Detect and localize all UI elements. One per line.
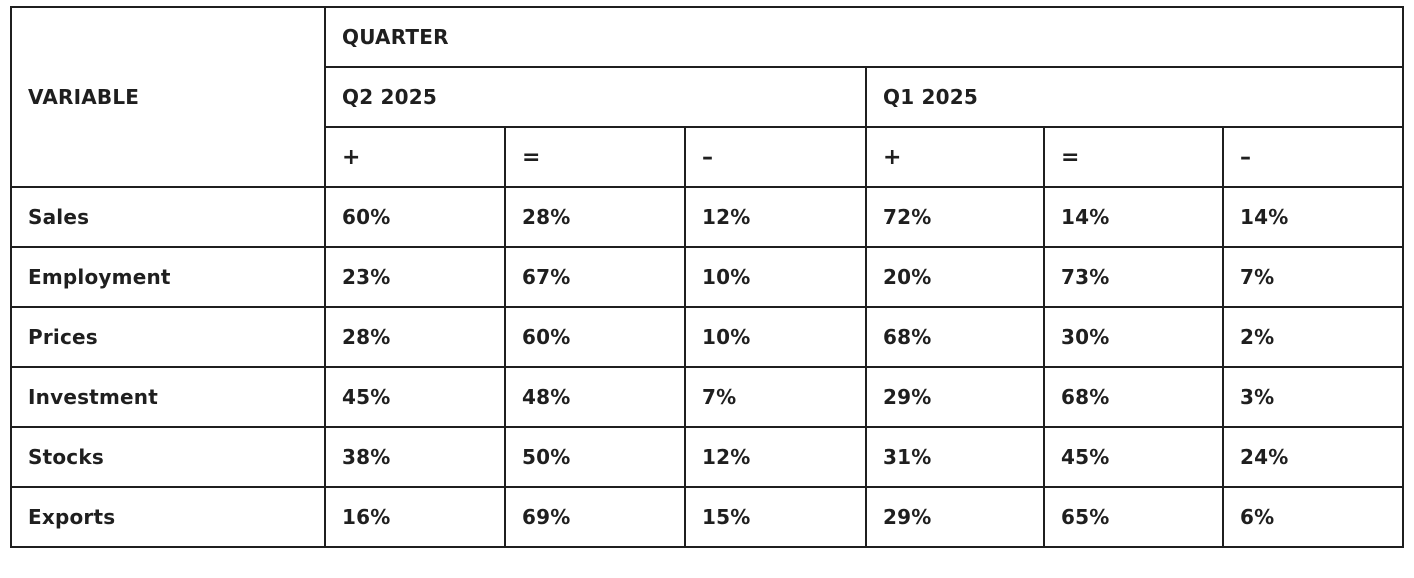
table-cell: 65% bbox=[1043, 486, 1224, 548]
quarterly-survey-table: VARIABLE QUARTER Q2 2025 Q1 2025 + = – +… bbox=[10, 6, 1405, 548]
table-cell: 73% bbox=[1043, 246, 1224, 308]
table-cell: 3% bbox=[1221, 366, 1405, 428]
table-row: Investment 45% 48% 7% 29% 68% 3% bbox=[10, 366, 1405, 428]
variable-header: VARIABLE bbox=[10, 6, 326, 188]
table-cell: 6% bbox=[1221, 486, 1405, 548]
subcol-decrease-q2: – bbox=[684, 126, 867, 188]
table-cell: 29% bbox=[865, 366, 1045, 428]
table-row: Exports 16% 69% 15% 29% 65% 6% bbox=[10, 486, 1405, 548]
table-cell: 14% bbox=[1043, 186, 1224, 248]
period-header-q1-2025: Q1 2025 bbox=[864, 66, 1405, 128]
table-row: Employment 23% 67% 10% 20% 73% 7% bbox=[10, 246, 1405, 308]
table-cell: 48% bbox=[504, 366, 686, 428]
table-cell: 29% bbox=[865, 486, 1045, 548]
table-cell: 12% bbox=[684, 186, 867, 248]
subcol-decrease-q1: – bbox=[1221, 126, 1405, 188]
table-cell: 68% bbox=[1043, 366, 1224, 428]
table-cell: 69% bbox=[504, 486, 686, 548]
table-cell: 68% bbox=[865, 306, 1045, 368]
table-cell: 72% bbox=[865, 186, 1045, 248]
table-cell: 31% bbox=[865, 426, 1045, 488]
row-label-employment: Employment bbox=[10, 246, 326, 308]
table-cell: 60% bbox=[324, 186, 506, 248]
table-cell: 12% bbox=[684, 426, 867, 488]
table-cell: 45% bbox=[324, 366, 506, 428]
table-cell: 38% bbox=[324, 426, 506, 488]
table-cell: 67% bbox=[504, 246, 686, 308]
table-cell: 24% bbox=[1221, 426, 1405, 488]
quarter-header: QUARTER bbox=[323, 6, 1405, 68]
table-container: VARIABLE QUARTER Q2 2025 Q1 2025 + = – +… bbox=[10, 6, 1405, 548]
table-cell: 50% bbox=[504, 426, 686, 488]
row-label-sales: Sales bbox=[10, 186, 326, 248]
table-cell: 45% bbox=[1043, 426, 1224, 488]
row-label-prices: Prices bbox=[10, 306, 326, 368]
table-cell: 10% bbox=[684, 306, 867, 368]
table-cell: 15% bbox=[684, 486, 867, 548]
subcol-increase-q1: + bbox=[865, 126, 1045, 188]
header-row-quarter: VARIABLE QUARTER bbox=[10, 6, 1405, 188]
table-cell: 60% bbox=[504, 306, 686, 368]
table-cell: 16% bbox=[324, 486, 506, 548]
table-row: Prices 28% 60% 10% 68% 30% 2% bbox=[10, 306, 1405, 368]
table-cell: 7% bbox=[1221, 246, 1405, 308]
table-cell: 20% bbox=[865, 246, 1045, 308]
table-cell: 23% bbox=[324, 246, 506, 308]
table-cell: 30% bbox=[1043, 306, 1224, 368]
table-cell: 10% bbox=[684, 246, 867, 308]
table-row: Stocks 38% 50% 12% 31% 45% 24% bbox=[10, 426, 1405, 488]
header-row-subcols: + = – + = – bbox=[11, 126, 1405, 188]
subcol-equal-q1: = bbox=[1043, 126, 1224, 188]
table-cell: 7% bbox=[684, 366, 867, 428]
row-label-exports: Exports bbox=[10, 486, 326, 548]
subcol-increase-q2: + bbox=[324, 126, 506, 188]
table-cell: 14% bbox=[1221, 186, 1405, 248]
table-cell: 28% bbox=[324, 306, 506, 368]
subcol-equal-q2: = bbox=[504, 126, 686, 188]
table-cell: 28% bbox=[504, 186, 686, 248]
table-row: Sales 60% 28% 12% 72% 14% 14% bbox=[10, 186, 1405, 248]
header-row-periods: Q2 2025 Q1 2025 bbox=[11, 66, 1405, 128]
table-cell: 2% bbox=[1221, 306, 1405, 368]
row-label-investment: Investment bbox=[10, 366, 326, 428]
row-label-stocks: Stocks bbox=[10, 426, 326, 488]
period-header-q2-2025: Q2 2025 bbox=[324, 66, 867, 128]
